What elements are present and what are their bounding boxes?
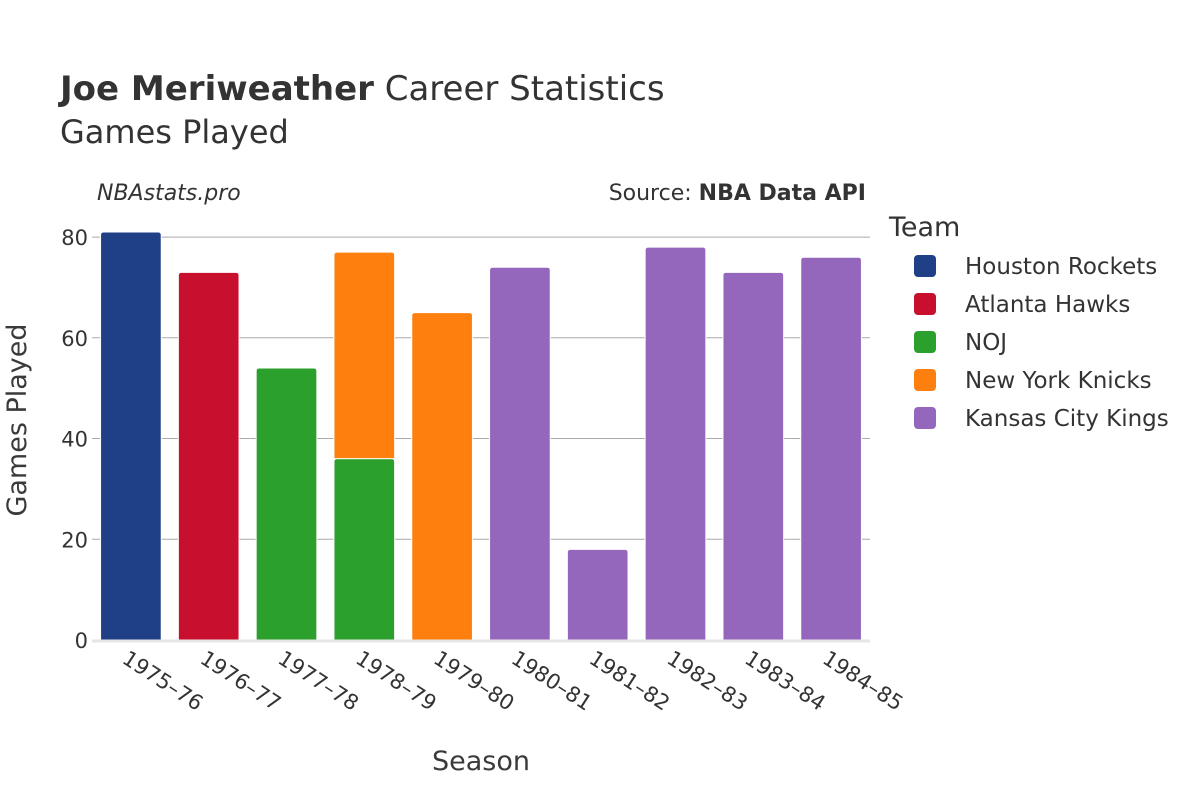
y-axis-title: Games Played [2,323,33,516]
bar-noj-1977–78 [255,367,318,641]
x-tick-label: 1979–80 [429,646,518,716]
y-tick-label: 60 [61,327,88,351]
bar-kansas-city-kings-1980–81 [489,266,551,641]
x-tick-label: 1978–79 [352,646,441,716]
chart-title-player: Joe Meriweather [58,69,374,109]
chart-title-rest: Career Statistics [374,69,665,109]
chart-subtitle: Games Played [60,113,289,151]
source-name: NBA Data API [699,181,866,206]
bar-new-york-knicks-1979–80 [411,312,473,641]
x-tick-label: 1980–81 [507,646,596,716]
bar-houston-rockets-1975–76 [100,231,162,641]
y-tick-label: 20 [61,528,88,552]
y-tick-label: 0 [75,629,88,653]
legend-label: New York Knicks [965,368,1152,394]
legend-swatch [914,331,936,353]
y-tick-label: 40 [61,428,88,452]
legend-label: Houston Rockets [965,254,1157,280]
bar-kansas-city-kings-1982–83 [644,246,707,641]
legend-label: Kansas City Kings [965,406,1169,432]
y-tick-label: 80 [61,226,88,250]
legend-items: Houston Rockets Atlanta Hawks NOJ New York … [914,254,1169,432]
x-tick-label: 1983–84 [741,646,830,716]
bar-kansas-city-kings-1984–85 [800,256,862,641]
watermark: NBAstats.pro [97,181,241,206]
legend-title: Team [888,212,960,243]
x-tick-label: 1976–77 [196,646,285,716]
legend-label: Atlanta Hawks [965,292,1130,318]
legend: Team Houston Rockets Atlanta Hawks NOJ New … [888,212,1169,432]
legend-swatch [914,255,936,277]
bar-atlanta-hawks-1976–77 [177,271,240,641]
x-tick-label: 1984–85 [818,646,907,716]
legend-swatch [914,407,936,429]
source-credit: Source: NBA Data API [609,181,866,206]
x-tick-label: 1975–76 [118,646,207,716]
legend-label: NOJ [965,330,1007,356]
bar-noj-1978–79 [333,458,396,641]
y-axis-ticks: 0 20 40 60 80 [61,226,88,653]
legend-swatch [914,293,936,315]
bar-kansas-city-kings-1983–84 [722,271,785,641]
chart-title: Joe Meriweather Career Statistics [58,69,665,109]
x-axis-title: Season [432,746,530,777]
bar-kansas-city-kings-1981–82 [566,548,629,641]
x-tick-label: 1981–82 [585,646,674,716]
source-prefix: Source: [609,181,699,206]
x-tick-label: 1977–78 [274,646,363,716]
bar-new-york-knicks-1978–79 [333,251,396,460]
x-tick-label: 1982–83 [663,646,752,716]
bars [100,231,862,641]
legend-swatch [914,369,936,391]
x-axis-ticks: 1975–761976–771977–781978–791979–801980–… [118,646,907,716]
